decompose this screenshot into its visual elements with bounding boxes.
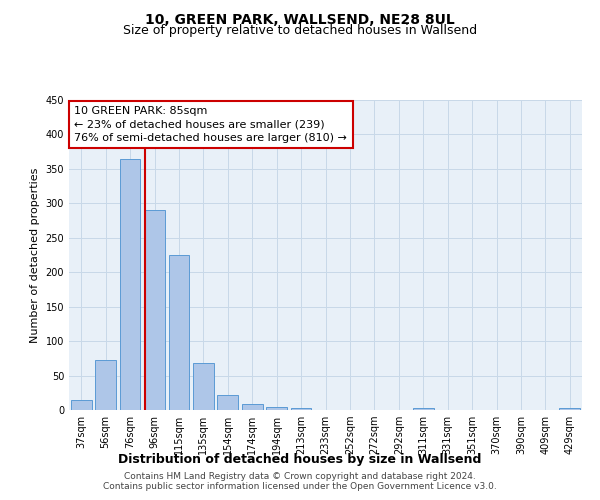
Bar bbox=[95, 360, 116, 410]
Bar bbox=[169, 255, 190, 410]
Text: 10 GREEN PARK: 85sqm
← 23% of detached houses are smaller (239)
76% of semi-deta: 10 GREEN PARK: 85sqm ← 23% of detached h… bbox=[74, 106, 347, 142]
Bar bbox=[290, 408, 311, 410]
Bar bbox=[193, 363, 214, 410]
Bar bbox=[559, 408, 580, 410]
Text: Size of property relative to detached houses in Wallsend: Size of property relative to detached ho… bbox=[123, 24, 477, 37]
Text: 10, GREEN PARK, WALLSEND, NE28 8UL: 10, GREEN PARK, WALLSEND, NE28 8UL bbox=[145, 12, 455, 26]
Y-axis label: Number of detached properties: Number of detached properties bbox=[30, 168, 40, 342]
Bar bbox=[266, 406, 287, 410]
Bar bbox=[413, 408, 434, 410]
Bar bbox=[217, 395, 238, 410]
Bar bbox=[144, 210, 165, 410]
Bar bbox=[242, 404, 263, 410]
Bar bbox=[119, 158, 140, 410]
Text: Contains HM Land Registry data © Crown copyright and database right 2024.
Contai: Contains HM Land Registry data © Crown c… bbox=[103, 472, 497, 491]
Text: Distribution of detached houses by size in Wallsend: Distribution of detached houses by size … bbox=[118, 452, 482, 466]
Bar bbox=[71, 400, 92, 410]
